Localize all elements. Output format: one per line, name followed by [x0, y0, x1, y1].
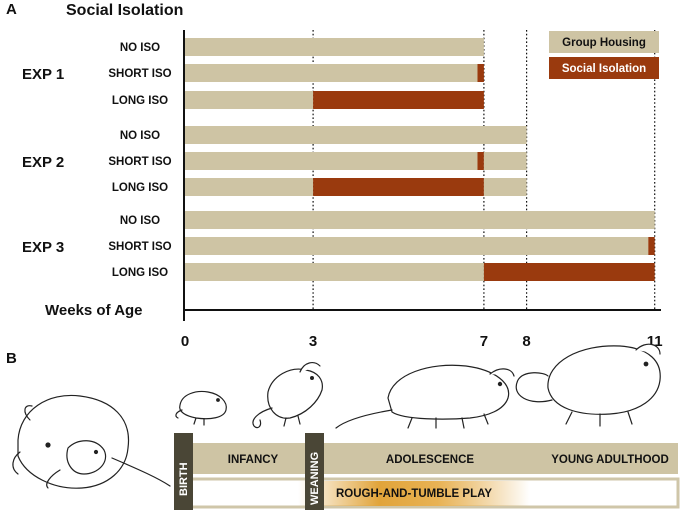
condition-label: LONG ISO	[112, 267, 168, 279]
mother-rat-with-pup-illustration	[12, 394, 171, 489]
experiment-label: EXP 2	[22, 154, 64, 171]
young-adult-rat-illustration	[515, 343, 661, 427]
panel-b-letter: B	[6, 350, 17, 367]
x-tick-label: 7	[480, 333, 488, 350]
condition-label: LONG ISO	[112, 95, 168, 107]
isolation-bar-segment	[313, 178, 484, 196]
group-housing-bar-segment	[483, 152, 527, 170]
group-housing-bar-segment	[185, 237, 649, 255]
isolation-bar-segment	[313, 91, 484, 109]
condition-label: NO ISO	[120, 215, 160, 227]
panel-a-letter: A	[6, 1, 17, 18]
weaning-marker	[305, 433, 324, 510]
group-housing-bar-segment	[185, 126, 527, 144]
birth-label: BIRTH	[178, 462, 190, 496]
experiment-label: EXP 1	[22, 66, 64, 83]
isolation-bar-segment	[477, 64, 484, 82]
chart-title: Social Isolation	[66, 2, 183, 19]
group-housing-bar-segment	[483, 178, 527, 196]
condition-label: SHORT ISO	[108, 156, 171, 168]
condition-labels: NO ISO SHORT ISO LONG ISO NO ISO SHORT ISO LO…	[108, 42, 171, 279]
weanling-rat-illustration	[252, 362, 323, 429]
condition-label: SHORT ISO	[108, 241, 171, 253]
birth-marker	[174, 433, 193, 510]
condition-label: SHORT ISO	[108, 68, 171, 80]
rough-and-tumble-play-label: ROUGH-AND-TUMBLE PLAY	[336, 488, 492, 500]
group-housing-bar-segment	[185, 38, 484, 56]
experiment-label: EXP 3	[22, 239, 64, 256]
rough-and-tumble-play-band	[298, 481, 530, 506]
x-axis-label: Weeks of Age	[45, 302, 143, 319]
group-housing-bar-segment	[185, 211, 655, 229]
housing-bars	[185, 38, 655, 281]
legend-social-isolation-swatch	[549, 57, 659, 79]
x-tick-label: 0	[181, 333, 189, 350]
x-tick-labels: 0 3 7 8 11	[181, 333, 663, 350]
isolation-bar-segment	[648, 237, 655, 255]
legend-social-isolation-label: Social Isolation	[562, 63, 646, 75]
legend-group-housing-label: Group Housing	[562, 37, 646, 49]
group-housing-bar-segment	[185, 178, 314, 196]
isolation-bar-segment	[477, 152, 484, 170]
condition-label: NO ISO	[120, 130, 160, 142]
group-housing-bar-segment	[185, 91, 314, 109]
infancy-label: INFANCY	[228, 454, 279, 466]
condition-label: NO ISO	[120, 42, 160, 54]
x-tick-label: 3	[309, 333, 317, 350]
x-tick-label: 8	[522, 333, 530, 350]
weaning-label: WEANING	[309, 452, 321, 505]
isolation-bar-segment	[483, 263, 655, 281]
group-housing-bar-segment	[185, 152, 478, 170]
adolescent-rat-illustration	[335, 364, 515, 429]
experiment-labels: EXP 1 EXP 2 EXP 3	[22, 66, 64, 256]
adolescence-label: ADOLESCENCE	[386, 454, 475, 466]
group-housing-bar-segment	[185, 263, 484, 281]
group-housing-bar-segment	[185, 64, 478, 82]
legend-group-housing-swatch	[549, 31, 659, 53]
condition-label: LONG ISO	[112, 182, 168, 194]
infant-pup-illustration	[175, 390, 227, 426]
adolescence-band	[305, 443, 535, 474]
young-adulthood-label: YOUNG ADULTHOOD	[551, 454, 669, 466]
legend: Group Housing Social Isolation	[549, 31, 659, 79]
